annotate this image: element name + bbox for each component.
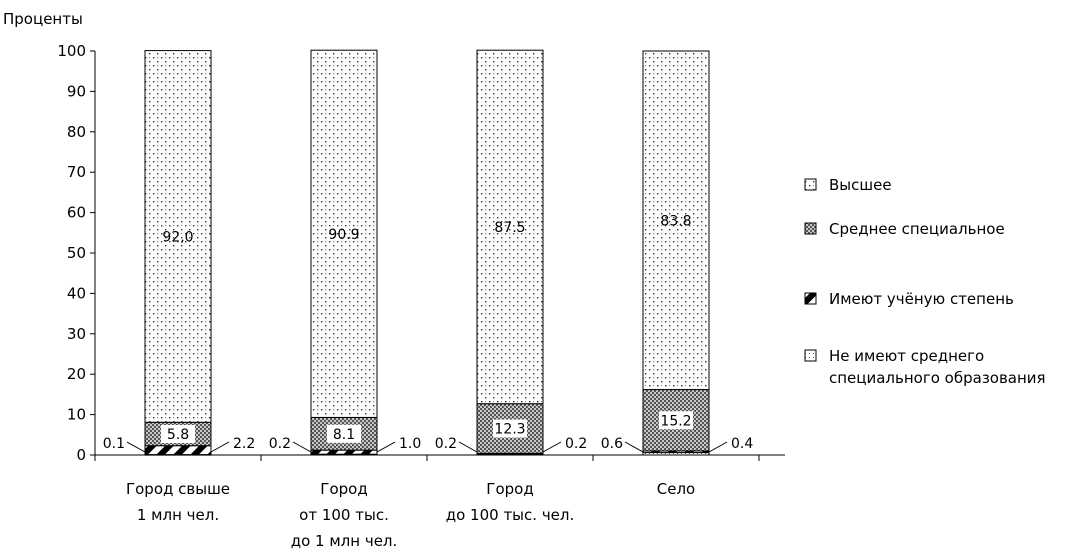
y-tick-label: 70 bbox=[67, 163, 86, 181]
legend-swatch bbox=[804, 349, 817, 362]
bar-segment bbox=[310, 449, 378, 455]
legend-label: Имеют учёную степень bbox=[829, 290, 1014, 308]
legend-item: Высшее bbox=[804, 176, 892, 194]
y-tick-label: 60 bbox=[67, 204, 86, 222]
category-label: Город bbox=[486, 480, 533, 498]
data-label: 2.2 bbox=[233, 436, 255, 452]
bar-stack: 90.9 8.1 0.2 1.0 bbox=[269, 49, 421, 456]
legend-label: Не имеют среднего bbox=[829, 347, 984, 365]
category-label: Город свыше bbox=[126, 480, 230, 498]
y-axis: 0 10 20 30 40 50 60 70 80 90 100 bbox=[57, 42, 96, 464]
y-tick-label: 30 bbox=[67, 325, 86, 343]
data-label: 0.2 bbox=[269, 436, 291, 452]
leader-line bbox=[542, 441, 562, 453]
y-tick-label: 0 bbox=[76, 446, 86, 464]
category-label: до 100 тыс. чел. bbox=[446, 506, 575, 524]
legend-item: Не имеют среднего специального образовани… bbox=[804, 347, 1046, 387]
legend-swatch bbox=[804, 178, 817, 191]
legend-label: специального образования bbox=[829, 369, 1046, 387]
y-tick-label: 40 bbox=[67, 284, 86, 302]
leader-line bbox=[376, 441, 396, 453]
legend-label: Высшее bbox=[829, 176, 892, 194]
legend-item: Среднее специальное bbox=[804, 220, 1005, 238]
data-label: 0.2 bbox=[435, 436, 457, 452]
bar-stack: 87.5 12.3 0.2 0.2 bbox=[435, 49, 587, 456]
leader-line bbox=[126, 441, 146, 453]
legend-label: Среднее специальное bbox=[829, 220, 1005, 238]
data-label: 0.1 bbox=[103, 436, 125, 452]
data-label: 0.6 bbox=[601, 436, 623, 452]
data-label: 92,0 bbox=[162, 229, 193, 245]
data-label: 8.1 bbox=[333, 427, 355, 443]
bar-segment bbox=[144, 445, 212, 456]
y-tick-label: 100 bbox=[57, 42, 86, 60]
x-axis-categories: Город свыше 1 млн чел. Город от 100 тыс. до … bbox=[126, 480, 695, 550]
category-label: Село bbox=[657, 480, 695, 498]
category-label: от 100 тыс. bbox=[299, 506, 389, 524]
data-label: 12.3 bbox=[494, 422, 525, 438]
data-label: 83.8 bbox=[660, 213, 691, 229]
data-label-box bbox=[493, 419, 527, 438]
data-label-box bbox=[161, 424, 195, 443]
category-label: 1 млн чел. bbox=[137, 506, 219, 524]
data-label: 87.5 bbox=[494, 220, 525, 236]
data-label: 90.9 bbox=[328, 227, 359, 243]
data-label-box bbox=[659, 411, 693, 430]
y-axis-label: Проценты bbox=[3, 10, 83, 28]
data-label: 1.0 bbox=[399, 436, 421, 452]
leader-line bbox=[210, 441, 230, 453]
legend-swatch bbox=[804, 222, 817, 235]
legend-swatch bbox=[804, 292, 817, 305]
bar-stack: 92,0 5.8 0.1 2.2 bbox=[103, 50, 255, 456]
bar-segment bbox=[144, 50, 212, 423]
data-label: 5.8 bbox=[167, 427, 189, 443]
legend-item: Имеют учёную степень bbox=[804, 290, 1014, 308]
legend: Высшее Среднее специальное Имеют учёную ст… bbox=[804, 176, 1046, 387]
data-label: 15.2 bbox=[660, 413, 691, 429]
data-label-box bbox=[327, 424, 361, 443]
leader-line bbox=[624, 441, 644, 453]
data-label: 0.2 bbox=[565, 436, 587, 452]
bars: 92,0 5.8 0.1 2.2 90.9 8.1 0.2 1.0 87.5 12.3 0.2 0.2… bbox=[103, 49, 753, 456]
bar-stack: 83.8 15.2 0.6 0.4 bbox=[601, 50, 753, 456]
data-label: 0.4 bbox=[731, 436, 753, 452]
leader-line bbox=[458, 441, 478, 453]
category-label: Город bbox=[320, 480, 367, 498]
x-axis-ticks bbox=[94, 455, 760, 461]
bar-segment bbox=[476, 49, 544, 405]
y-tick-label: 10 bbox=[67, 406, 86, 424]
y-tick-label: 90 bbox=[67, 82, 86, 100]
leader-line bbox=[292, 441, 312, 453]
bar-segment bbox=[310, 49, 378, 418]
bar-segment bbox=[642, 50, 710, 391]
leader-line bbox=[708, 441, 728, 453]
y-tick-label: 50 bbox=[67, 244, 86, 262]
y-tick-label: 20 bbox=[67, 365, 86, 383]
y-tick-label: 80 bbox=[67, 123, 86, 141]
category-label: до 1 млн чел. bbox=[291, 532, 398, 550]
bar-segment bbox=[310, 416, 378, 451]
